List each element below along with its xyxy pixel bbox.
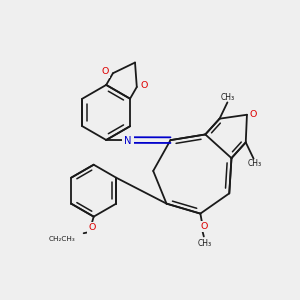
Text: O: O [250,110,257,118]
Text: CH₂CH₃: CH₂CH₃ [48,236,75,242]
Text: O: O [88,224,95,232]
Text: O: O [101,67,109,76]
Text: CH₃: CH₃ [247,159,261,168]
Text: N: N [124,136,132,146]
Text: CH₃: CH₃ [198,239,212,248]
Text: CH₃: CH₃ [221,93,235,102]
Text: O: O [200,222,208,231]
Text: O: O [141,81,148,90]
